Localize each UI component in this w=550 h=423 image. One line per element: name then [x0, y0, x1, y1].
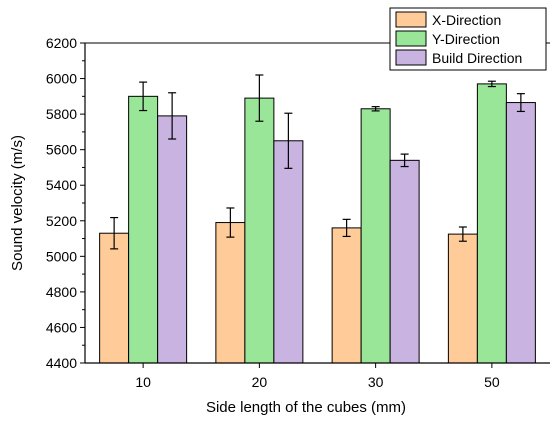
bars-group [99, 83, 536, 364]
bar [273, 140, 304, 364]
y-tick-label: 4800 [46, 284, 77, 300]
y-tick-label: 6200 [46, 35, 77, 51]
y-tick-label: 4600 [46, 319, 77, 335]
y-tick-label: 5000 [46, 248, 77, 264]
y-axis: 4400 4600 4800 5000 5200 5400 5600 5800 6000 6200 [46, 35, 86, 371]
x-tick-label: 10 [135, 374, 151, 390]
legend-label: X-Direction [432, 12, 501, 28]
y-tick-label: 5200 [46, 213, 77, 229]
error-bars-group [110, 74, 525, 250]
bar [99, 232, 130, 364]
bar [360, 108, 391, 364]
legend-swatch [395, 30, 427, 47]
y-tick-label: 5600 [46, 142, 77, 158]
x-tick-label: 50 [484, 374, 500, 390]
bar [128, 95, 159, 364]
legend-label: Y-Direction [432, 31, 500, 47]
y-axis-title: Sound velocity (m/s) [9, 135, 26, 271]
y-tick-label: 5800 [46, 106, 77, 122]
legend-swatch [395, 49, 427, 66]
bar [244, 97, 275, 364]
y-tick-label: 5400 [46, 177, 77, 193]
bar [389, 159, 420, 364]
x-axis: 10 20 30 50 [85, 362, 550, 390]
legend-label: Build Direction [432, 50, 522, 66]
legend-swatch [395, 11, 427, 28]
legend: X-Direction Y-Direction Build Direction [389, 7, 547, 71]
x-axis-title: Side length of the cubes (mm) [206, 399, 406, 416]
x-tick-label: 30 [368, 374, 384, 390]
bar [157, 115, 188, 364]
bar [447, 233, 478, 364]
bar [215, 222, 246, 364]
x-tick-label: 20 [252, 374, 268, 390]
bar [331, 227, 362, 364]
bar [505, 102, 536, 364]
y-tick-label: 4400 [46, 355, 77, 371]
bar [476, 83, 507, 364]
y-tick-label: 6000 [46, 71, 77, 87]
